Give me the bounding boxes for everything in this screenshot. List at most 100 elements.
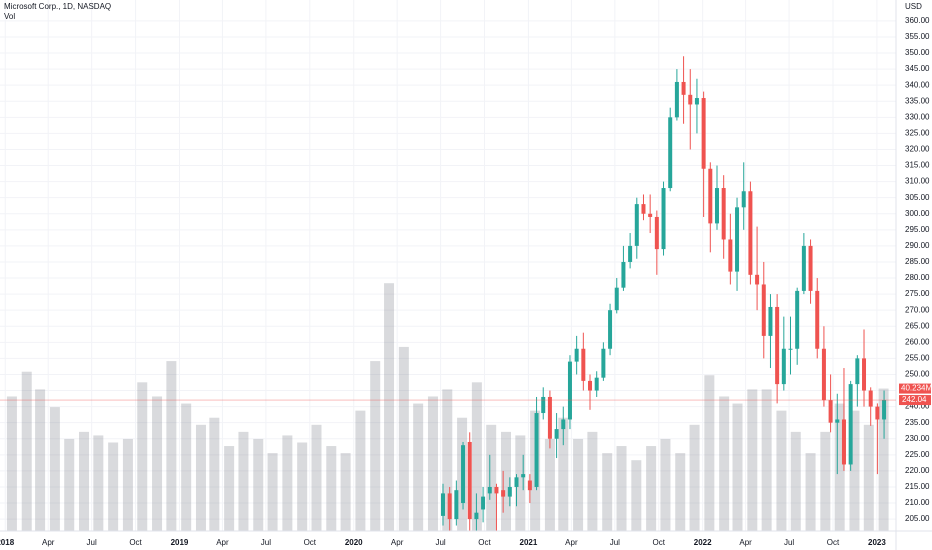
- y-tick-label: 265.00: [905, 321, 930, 330]
- volume-bar: [122, 438, 133, 531]
- y-tick-label: 285.00: [905, 257, 930, 266]
- x-tick-label: Oct: [827, 538, 840, 547]
- volume-bar: [805, 453, 816, 531]
- volume-bar: [384, 283, 395, 531]
- volume-bar: [181, 403, 192, 531]
- x-tick-label: Apr: [391, 538, 404, 547]
- volume-bar: [137, 382, 148, 531]
- candle-body: [474, 512, 479, 520]
- chart-title: Microsoft Corp., 1D, NASDAQ: [4, 2, 111, 11]
- volume-bar: [616, 446, 627, 531]
- candle-body: [821, 348, 826, 401]
- x-tick-label: Jul: [261, 538, 271, 547]
- x-tick-label: Jul: [784, 538, 794, 547]
- x-tick-label: 2022: [694, 538, 712, 547]
- candle-body: [501, 490, 506, 497]
- candle-body: [801, 245, 806, 291]
- y-tick-label: 310.00: [905, 177, 930, 186]
- y-tick-label: 300.00: [905, 209, 930, 218]
- candle-body: [494, 486, 499, 494]
- x-tick-label: Oct: [478, 538, 491, 547]
- y-tick-label: 335.00: [905, 96, 930, 105]
- candle-body: [514, 477, 519, 487]
- candle-body: [461, 445, 466, 504]
- y-tick-label: 220.00: [905, 466, 930, 475]
- candle-body: [614, 287, 619, 311]
- volume-bar: [776, 410, 787, 531]
- y-tick-label: 240.00: [905, 402, 930, 411]
- volume-bar: [689, 424, 700, 531]
- candle-body: [681, 81, 686, 95]
- candle-body: [694, 98, 699, 105]
- candle-body: [487, 486, 492, 494]
- volume-bar: [413, 403, 424, 531]
- candle-body: [755, 274, 760, 285]
- candle-body: [454, 490, 459, 520]
- y-tick-label: 275.00: [905, 289, 930, 298]
- y-tick-label: 355.00: [905, 32, 930, 41]
- volume-bar: [238, 431, 249, 531]
- candle-body: [621, 261, 626, 288]
- volume-bar: [675, 453, 686, 531]
- y-tick-label: 340.00: [905, 80, 930, 89]
- x-tick-label: 2019: [171, 538, 189, 547]
- volume-bar: [442, 389, 453, 531]
- candle-body: [768, 306, 773, 336]
- y-tick-label: 205.00: [905, 514, 930, 523]
- volume-bar: [500, 431, 511, 531]
- candle-body: [521, 474, 526, 478]
- y-tick-label: 225.00: [905, 450, 930, 459]
- candle-body: [547, 396, 552, 439]
- volume-bar: [704, 375, 715, 531]
- volume-bar: [587, 431, 598, 531]
- last-price-label: 242.04: [902, 395, 927, 404]
- volume-bar: [108, 442, 119, 531]
- last-volume-label: 40.234M: [901, 384, 932, 393]
- candle-body: [721, 188, 726, 240]
- candle-body: [875, 406, 880, 420]
- currency: USD: [905, 2, 922, 11]
- candle-body: [862, 358, 867, 391]
- volume-bar: [152, 396, 163, 531]
- volume-bar: [340, 453, 351, 531]
- volume-bar: [21, 371, 32, 531]
- volume-bar: [761, 389, 772, 531]
- candle-body: [574, 348, 579, 362]
- y-tick-label: 235.00: [905, 418, 930, 427]
- candle-body: [467, 441, 472, 520]
- candle-body: [868, 390, 873, 407]
- candle-body: [708, 168, 713, 224]
- x-tick-label: Apr: [42, 538, 55, 547]
- candle-body: [748, 191, 753, 275]
- x-tick-label: 2020: [345, 538, 363, 547]
- candle-body: [594, 377, 599, 391]
- volume-bar: [747, 389, 758, 531]
- volume-bar: [64, 438, 75, 531]
- volume-bar: [573, 438, 584, 531]
- candle-body: [641, 204, 646, 214]
- volume-bar: [79, 431, 90, 531]
- x-tick-label: Apr: [739, 538, 752, 547]
- y-tick-label: 320.00: [905, 145, 930, 154]
- volume-bar: [515, 435, 526, 531]
- volume-bar: [790, 431, 801, 531]
- x-tick-label: Oct: [129, 538, 142, 547]
- candle-body: [554, 429, 559, 439]
- candle-body: [668, 117, 673, 189]
- candle-body: [828, 400, 833, 423]
- volume-bar: [660, 438, 671, 531]
- last-volume-tag: [899, 383, 931, 394]
- candle-body: [788, 348, 793, 350]
- volume-bar: [35, 389, 46, 531]
- volume-bar: [878, 388, 889, 531]
- volume-bar: [646, 446, 657, 531]
- volume-bar: [49, 407, 60, 531]
- x-tick-label: 2023: [868, 538, 886, 547]
- candle-body: [728, 239, 733, 272]
- volume-title: Vol: [4, 12, 15, 21]
- volume-bar: [267, 453, 278, 531]
- y-tick-label: 290.00: [905, 241, 930, 250]
- y-tick-label: 315.00: [905, 161, 930, 170]
- candle-body: [741, 191, 746, 208]
